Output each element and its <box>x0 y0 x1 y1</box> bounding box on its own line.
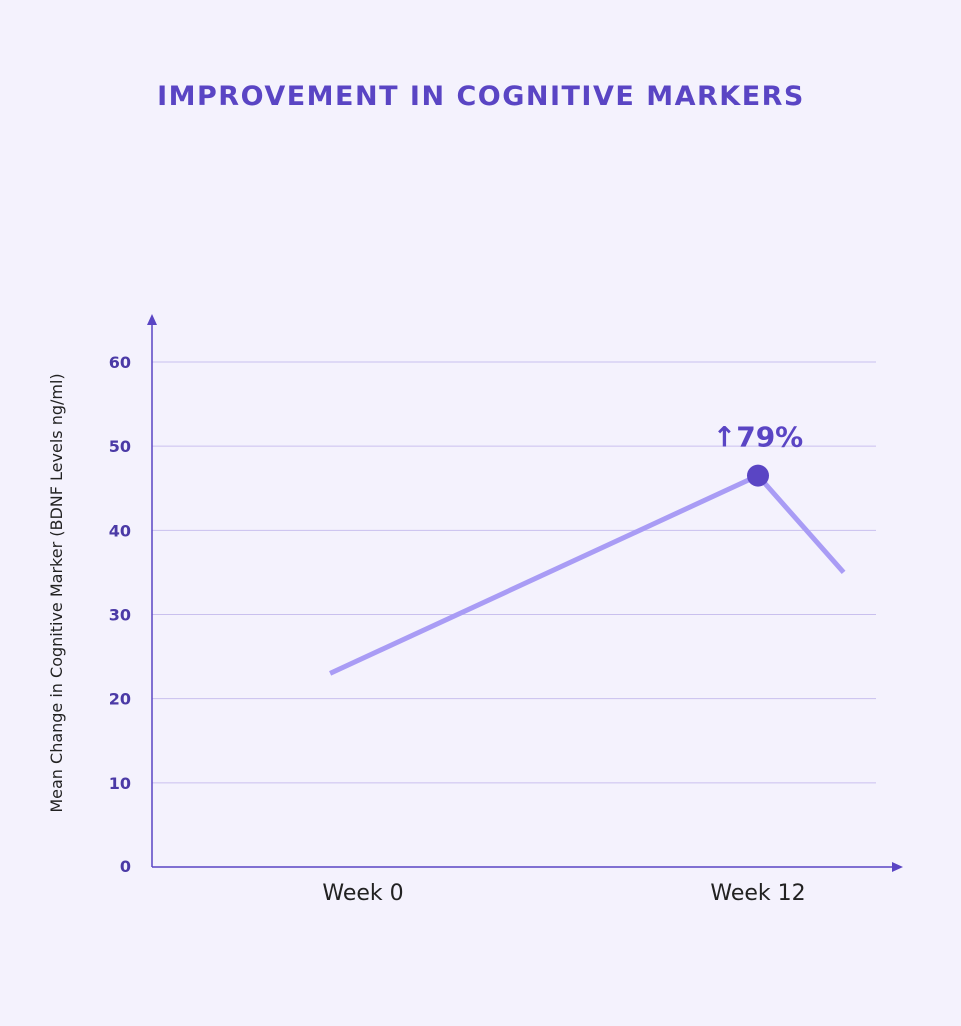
x-tick-label: Week 0 <box>322 881 403 906</box>
y-tick-label: 60 <box>109 353 131 372</box>
chart-title: IMPROVEMENT IN COGNITIVE MARKERS <box>157 81 805 112</box>
y-axis-label: Mean Change in Cognitive Marker (BDNF Le… <box>47 373 66 812</box>
y-tick-label: 0 <box>120 857 131 876</box>
x-axis-arrow-icon <box>892 862 903 872</box>
series-line-0 <box>329 473 846 676</box>
x-tick-label: Week 12 <box>710 881 805 906</box>
y-tick-label: 10 <box>109 774 131 793</box>
y-tick-label: 40 <box>109 521 131 540</box>
gridlines <box>152 361 876 784</box>
y-tick-labels: 0 10 20 30 40 50 60 <box>109 353 131 876</box>
y-axis-arrow-icon <box>147 314 157 325</box>
x-tick-labels: Week 0 Week 12 <box>322 881 805 906</box>
series-layer <box>329 464 846 676</box>
y-tick-label: 20 <box>109 690 131 709</box>
data-point-week-12 <box>747 464 769 487</box>
y-tick-label: 30 <box>109 606 131 625</box>
y-tick-label: 50 <box>109 437 131 456</box>
highlight-annotation: ↑79% <box>713 421 803 454</box>
